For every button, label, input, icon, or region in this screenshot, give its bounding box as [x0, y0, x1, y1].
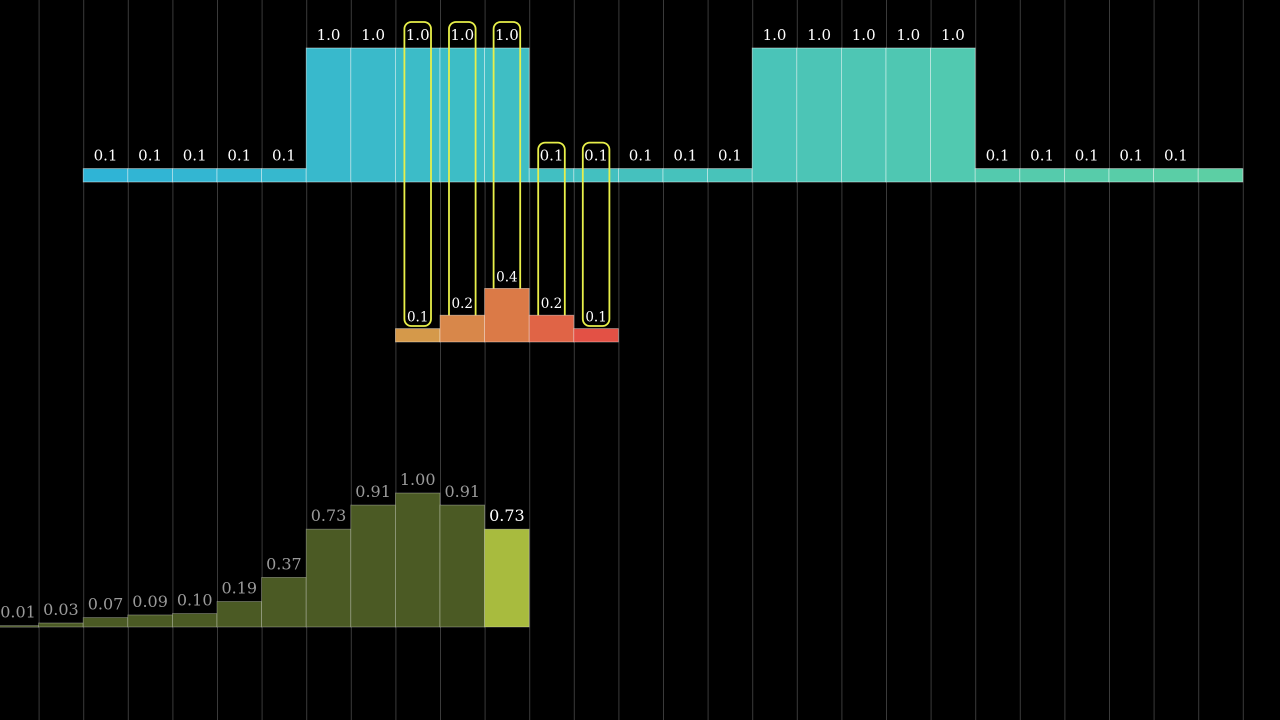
- signal-value-label: 1.0: [763, 26, 787, 44]
- result-value-label: 0.37: [266, 554, 302, 573]
- signal-bar: [216, 168, 262, 183]
- kernel-value-label: 0.2: [541, 296, 562, 312]
- result-bar: [82, 617, 129, 628]
- signal-value-label: 0.1: [227, 147, 251, 165]
- signal-bar: [305, 47, 352, 183]
- signal-value-label: 0.1: [1030, 147, 1054, 165]
- result-value-label: 0.03: [43, 600, 79, 619]
- grid-lines: [38, 0, 1244, 720]
- signal-value-label: 1.0: [807, 26, 831, 44]
- result-value-label: 0.73: [489, 506, 525, 525]
- signal-bar: [618, 168, 664, 183]
- signal-value-label: 0.1: [718, 147, 742, 165]
- signal-value-label: 0.1: [986, 147, 1010, 165]
- kernel-value-label: 0.2: [452, 296, 473, 312]
- signal-value-label: 1.0: [941, 26, 965, 44]
- result-bar: [305, 528, 352, 628]
- signal-value-label: 0.1: [1075, 147, 1099, 165]
- result-value-label: 0.91: [444, 482, 480, 501]
- result-bar: [261, 577, 307, 628]
- signal-series: 0.1 0.1 0.1 0.1 0.1 1.0 1.0 1.0 1.0 1.0 0.1 0.1 0.1 0…: [82, 21, 1244, 327]
- signal-bar: [1153, 168, 1199, 183]
- signal-bar: [394, 47, 441, 183]
- result-value-label: 0.07: [88, 595, 124, 614]
- signal-value-label: 1.0: [852, 26, 876, 44]
- kernel-bar: [484, 287, 530, 343]
- signal-value-label: 0.1: [94, 147, 118, 165]
- signal-value-label: 0.1: [540, 147, 564, 165]
- signal-value-label: 0.1: [584, 147, 608, 165]
- result-value-label: 0.01: [0, 603, 36, 622]
- signal-value-label: 0.1: [1119, 147, 1143, 165]
- result-value-label: 0.09: [132, 592, 168, 611]
- result-value-label: 0.73: [311, 506, 347, 525]
- kernel-value-label: 0.4: [496, 269, 517, 285]
- signal-bar: [1108, 168, 1154, 183]
- signal-bar: [1064, 168, 1110, 183]
- signal-bar: [930, 47, 976, 183]
- kernel-value-label: 0.1: [407, 310, 428, 326]
- signal-bar: [841, 47, 887, 183]
- signal-bar: [662, 168, 708, 183]
- signal-bar: [350, 47, 396, 183]
- result-bar: [38, 622, 84, 628]
- signal-value-label: 1.0: [896, 26, 920, 44]
- signal-bar: [1019, 168, 1065, 183]
- signal-bar: [484, 47, 530, 183]
- signal-value-label: 1.0: [450, 26, 474, 44]
- kernel-bar: [528, 314, 575, 343]
- signal-bar: [261, 168, 307, 183]
- kernel-bar: [439, 314, 485, 343]
- result-bar: [171, 613, 218, 628]
- signal-value-label: 1.0: [495, 26, 519, 44]
- result-bar-current: [484, 528, 530, 628]
- signal-bar: [528, 168, 575, 183]
- signal-bar: [171, 168, 218, 183]
- result-value-label: 0.91: [355, 482, 391, 501]
- result-bar: [439, 504, 485, 628]
- result-value-label: 0.10: [177, 591, 213, 610]
- result-bar: [216, 601, 262, 628]
- signal-value-label: 0.1: [673, 147, 697, 165]
- result-series: 0.01 0.03 0.07 0.09 0.10 0.19 0.37 0.73 0.91 1.00…: [0, 470, 530, 628]
- signal-value-label: 0.1: [183, 147, 207, 165]
- result-bar: [350, 504, 396, 628]
- result-bar: [127, 614, 173, 628]
- kernel-window-outline: [403, 21, 432, 327]
- signal-value-label: 0.1: [1164, 147, 1188, 165]
- signal-bar: [707, 168, 753, 183]
- signal-bar: [885, 47, 931, 183]
- kernel-value-label: 0.1: [585, 310, 606, 326]
- result-bar: [394, 492, 441, 628]
- kernel-series: 0.1 0.2 0.4 0.2 0.1: [394, 269, 619, 343]
- kernel-bar: [394, 328, 441, 343]
- signal-bar: [751, 47, 798, 183]
- result-value-label: 0.19: [221, 579, 257, 598]
- kernel-bar: [573, 328, 619, 343]
- signal-value-label: 0.1: [138, 147, 162, 165]
- signal-value-label: 0.1: [272, 147, 296, 165]
- result-value-label: 1.00: [400, 470, 436, 489]
- signal-value-label: 1.0: [361, 26, 385, 44]
- signal-bar: [82, 168, 129, 183]
- signal-bar: [796, 47, 842, 183]
- signal-value-label: 0.1: [629, 147, 653, 165]
- signal-bar: [439, 47, 485, 183]
- result-bar: [0, 625, 39, 628]
- signal-bar: [573, 168, 619, 183]
- signal-bar: [127, 168, 173, 183]
- signal-value-label: 1.0: [317, 26, 341, 44]
- signal-value-label: 1.0: [406, 26, 430, 44]
- signal-bar: [974, 168, 1021, 183]
- kernel-window-outline: [581, 141, 611, 327]
- signal-bar: [1197, 168, 1244, 183]
